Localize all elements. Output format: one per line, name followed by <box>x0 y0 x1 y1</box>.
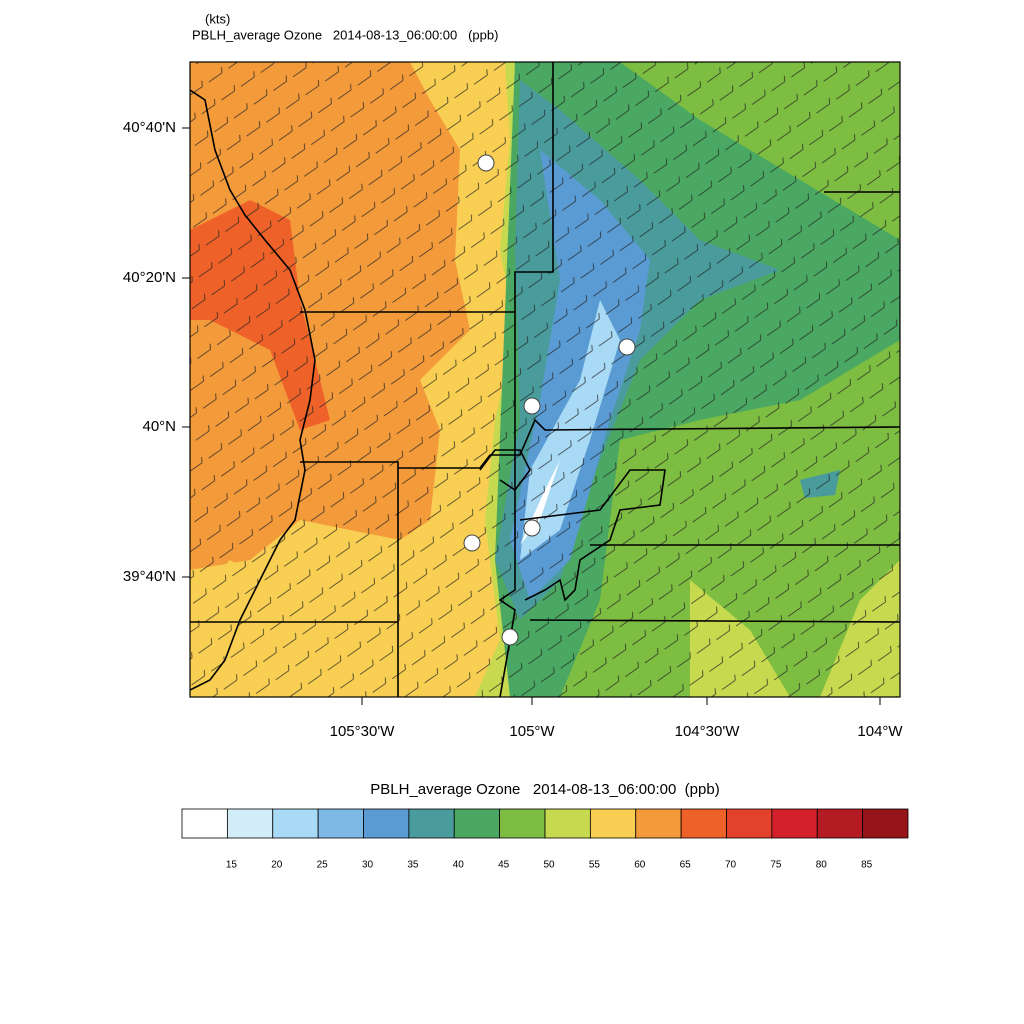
colorbar-title: PBLH_average Ozone 2014-08-13_06:00:00 (… <box>370 781 719 798</box>
lat-label: 40°N <box>142 418 176 435</box>
colorbar-label: 45 <box>498 860 510 871</box>
lat-label: 40°40'N <box>123 119 176 136</box>
colorbar-swatch <box>589 808 637 839</box>
colorbar-swatch <box>635 808 682 839</box>
colorbar-label: 60 <box>634 860 646 871</box>
colorbar-swatch <box>862 808 909 839</box>
lon-label: 104°30'W <box>675 723 741 740</box>
lon-label: 104°W <box>857 723 903 740</box>
colorbar-label: 20 <box>271 860 283 871</box>
colorbar-label: 15 <box>226 860 238 871</box>
map-frame <box>189 61 901 698</box>
colorbar-swatch <box>181 808 228 839</box>
colorbar-swatch <box>499 808 546 839</box>
ozone-field <box>190 62 900 697</box>
colorbar-swatch <box>317 808 364 839</box>
colorbar-swatch <box>363 808 410 839</box>
colorbar-swatch <box>816 808 864 839</box>
colorbar-label: 35 <box>407 860 419 871</box>
colorbar-swatch <box>408 808 455 839</box>
colorbar-swatch <box>771 808 818 839</box>
colorbar-swatch <box>726 808 773 839</box>
wind-barbs <box>190 62 900 697</box>
colorbar-swatch <box>226 808 274 839</box>
colorbar-label: 85 <box>861 860 873 871</box>
lon-label: 105°30'W <box>330 723 396 740</box>
colorbar-label: 50 <box>543 860 555 871</box>
colorbar-label: 55 <box>589 860 601 871</box>
lon-label: 105°W <box>509 723 555 740</box>
colorbar-label: 70 <box>725 860 737 871</box>
borders <box>190 62 900 697</box>
colorbar-swatch <box>272 808 319 839</box>
lat-label: 40°20'N <box>123 269 176 286</box>
colorbar-label: 30 <box>362 860 374 871</box>
colorbar-label: 75 <box>770 860 782 871</box>
colorbar-swatch <box>453 808 501 839</box>
colorbar-swatch <box>680 808 727 839</box>
colorbar-label: 80 <box>816 860 828 871</box>
colorbar-label: 25 <box>317 860 329 871</box>
stations <box>463 154 636 646</box>
colorbar-label: 65 <box>680 860 692 871</box>
colorbar-label: 40 <box>453 860 465 871</box>
colorbar-swatch <box>544 808 591 839</box>
lat-label: 39°40'N <box>123 568 176 585</box>
map-title: PBLH_average Ozone 2014-08-13_06:00:00 (… <box>192 27 498 42</box>
units-label: (kts) <box>205 11 230 26</box>
